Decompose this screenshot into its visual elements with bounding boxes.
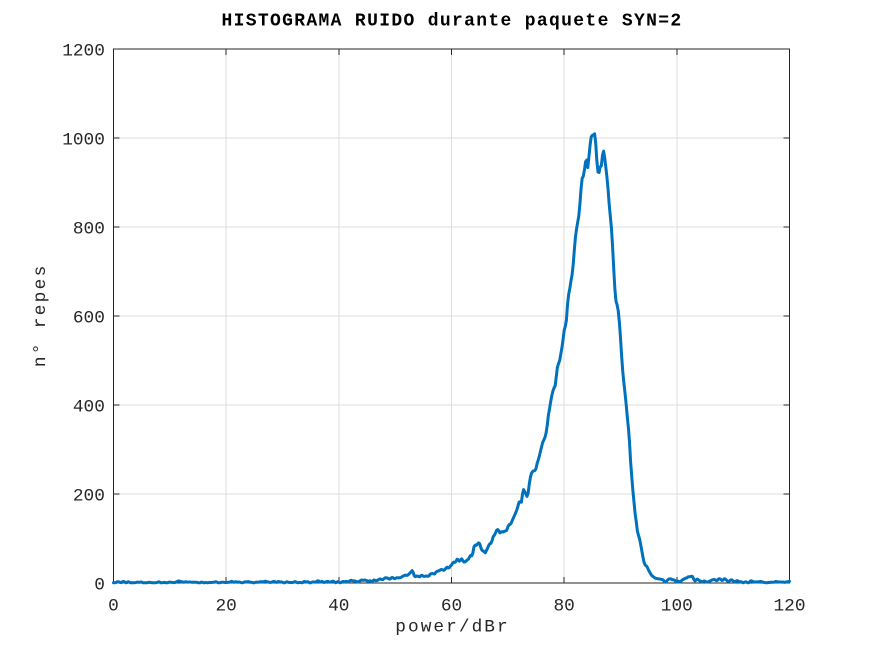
svg-text:0: 0 bbox=[94, 576, 105, 596]
svg-text:1000: 1000 bbox=[62, 131, 105, 151]
svg-text:power/dBr: power/dBr bbox=[395, 618, 509, 638]
svg-text:80: 80 bbox=[554, 597, 575, 617]
svg-text:200: 200 bbox=[73, 487, 105, 507]
svg-text:100: 100 bbox=[661, 597, 693, 617]
svg-text:0: 0 bbox=[108, 597, 119, 617]
svg-text:60: 60 bbox=[441, 597, 462, 617]
svg-text:1200: 1200 bbox=[62, 42, 105, 62]
svg-text:800: 800 bbox=[73, 220, 105, 240]
svg-text:HISTOGRAMA RUIDO durante paque: HISTOGRAMA RUIDO durante paquete SYN=2 bbox=[221, 12, 682, 32]
svg-text:120: 120 bbox=[773, 597, 805, 617]
svg-text:400: 400 bbox=[73, 398, 105, 418]
svg-text:600: 600 bbox=[73, 309, 105, 329]
svg-text:n° repes: n° repes bbox=[31, 263, 51, 367]
svg-text:20: 20 bbox=[216, 597, 237, 617]
svg-text:40: 40 bbox=[328, 597, 349, 617]
